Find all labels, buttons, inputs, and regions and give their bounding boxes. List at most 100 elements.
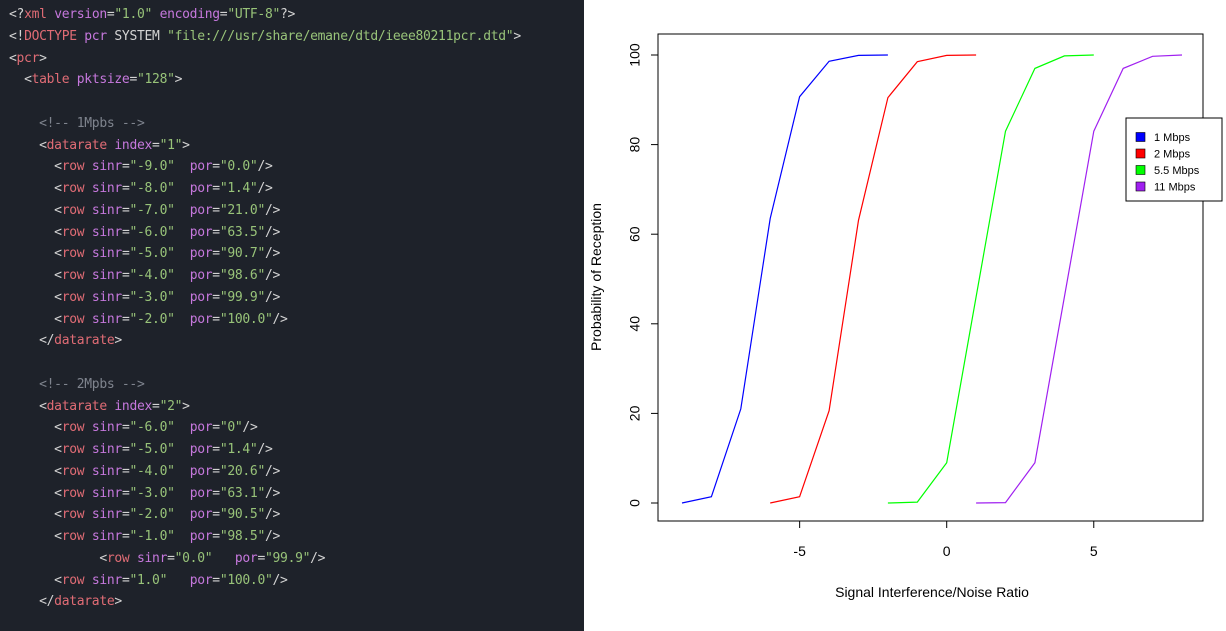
code-token-plain [175, 246, 190, 261]
code-token-attr: por [189, 289, 213, 305]
code-token-plain [212, 551, 235, 566]
code-token-attr: encoding [159, 7, 221, 22]
code-token-str: "0.0" [174, 550, 213, 566]
code-token-plain [152, 7, 160, 22]
legend-swatch [1135, 165, 1146, 175]
code-token-str: "20.6" [219, 463, 265, 479]
code-token-plain [9, 464, 54, 479]
code-token-punct: < [54, 181, 62, 196]
code-token-plain [175, 529, 190, 544]
code-line: <row sinr="-8.0" por="1.4"/> [9, 178, 521, 200]
code-token-plain [167, 573, 190, 588]
code-token-punct: = [212, 246, 220, 262]
code-token-punct: = [121, 485, 130, 501]
code-token-str: "-8.0" [129, 181, 175, 196]
code-token-comment: <!-- 2Mpbs --> [39, 376, 145, 392]
code-token-punct: /> [265, 507, 281, 523]
code-token-attr: sinr [91, 572, 122, 588]
code-token-plain [175, 442, 190, 457]
legend-swatch [1135, 132, 1146, 142]
code-token-punct: /> [265, 485, 281, 501]
code-token-punct: = [152, 398, 160, 414]
code-token-punct: /> [265, 463, 281, 479]
code-line: <row sinr="0.0" por="99.9"/> [9, 548, 521, 570]
code-token-tag: row [61, 529, 85, 544]
code-token-punct: <? [9, 7, 25, 22]
code-token-punct: = [212, 420, 220, 436]
code-token-tag: row [61, 507, 85, 523]
code-token-attr: sinr [91, 311, 122, 327]
code-token-punct: = [257, 550, 265, 566]
code-token-plain [84, 573, 92, 588]
code-line: <row sinr="-3.0" por="63.1"/> [9, 483, 521, 505]
y-axis: 0 20 40 60 80 100 [627, 43, 659, 507]
code-token-punct: /> [242, 420, 258, 436]
code-token-str: "-1.0" [129, 529, 175, 544]
code-token-plain [9, 225, 54, 240]
code-token-str: "-5.0" [129, 246, 175, 262]
code-token-str: "100.0" [219, 311, 273, 327]
code-token-plain [9, 181, 54, 196]
code-token-punct: = [121, 159, 130, 175]
code-token-punct: /> [257, 159, 273, 175]
code-token-punct: = [212, 311, 220, 327]
code-line: <row sinr="-4.0" por="98.6"/> [9, 265, 521, 287]
code-line: <row sinr="-6.0" por="0"/> [9, 417, 521, 439]
code-token-plain [175, 268, 190, 283]
code-token-punct: < [54, 289, 62, 305]
code-line: <row sinr="-2.0" por="100.0"/> [9, 309, 521, 331]
code-line: <pcr> [9, 48, 521, 70]
code-token-punct: = [167, 550, 175, 566]
code-token-punct: = [212, 485, 220, 501]
code-token-plain [175, 420, 190, 435]
series-line-0 [681, 54, 888, 504]
code-token-punct: < [24, 72, 32, 88]
code-token-punct: = [212, 507, 220, 523]
code-token-attr: sinr [91, 202, 122, 218]
code-token-attr: por [234, 550, 258, 566]
code-token-plain [175, 159, 190, 174]
code-token-attr: por [189, 268, 213, 283]
code-token-plain [9, 420, 54, 435]
code-token-punct: = [121, 529, 130, 544]
code-token-str: "1.0" [129, 572, 168, 588]
code-token-punct: = [121, 420, 130, 436]
code-token-attr: sinr [91, 420, 122, 436]
code-token-str: "-4.0" [129, 463, 175, 479]
code-token-punct: ?> [280, 7, 296, 22]
code-token-attr: sinr [91, 507, 122, 523]
code-token-punct: = [121, 463, 130, 479]
code-token-punct: /> [265, 268, 281, 283]
code-token-tag: row [61, 224, 85, 240]
code-token-punct: = [121, 268, 130, 283]
code-token-tag: pcr [16, 50, 40, 66]
code-line: <row sinr="-3.0" por="99.9"/> [9, 287, 521, 309]
code-token-tag: DOCTYPE [24, 28, 77, 44]
code-token-tag: row [61, 268, 85, 283]
code-token-str: "1.4" [219, 442, 258, 457]
code-token-plain [9, 507, 54, 522]
code-token-punct: = [121, 572, 130, 588]
code-token-attr: sinr [91, 463, 122, 479]
code-token-punct: > [174, 72, 183, 88]
code-token-punct: </ [39, 594, 55, 610]
code-token-attr: pktsize [76, 72, 130, 88]
code-token-punct: = [121, 311, 130, 327]
x-axis-label: Signal Interference/Noise Ratio [835, 584, 1029, 600]
code-token-plain [9, 573, 54, 588]
y-tick-label: 0 [627, 499, 643, 507]
legend: 1 Mbps 2 Mbps 5.5 Mbps 11 Mbps [1125, 117, 1223, 202]
code-line: <table pktsize="128"> [9, 69, 521, 91]
code-editor[interactable]: <?xml version="1.0" encoding="UTF-8"?> <!… [0, 0, 584, 631]
code-line [9, 91, 521, 113]
code-token-punct: /> [265, 529, 281, 544]
code-token-str: "63.1" [219, 485, 265, 501]
code-token-plain [9, 138, 39, 153]
code-token-comment: <!-- 1Mpbs --> [39, 115, 145, 131]
y-tick-label: 40 [627, 316, 643, 332]
code-token-punct: < [54, 224, 62, 240]
code-token-punct: = [212, 224, 220, 240]
code-token-plain [9, 333, 39, 348]
code-token-tag: row [61, 159, 85, 175]
code-token-str: "-6.0" [129, 420, 175, 436]
